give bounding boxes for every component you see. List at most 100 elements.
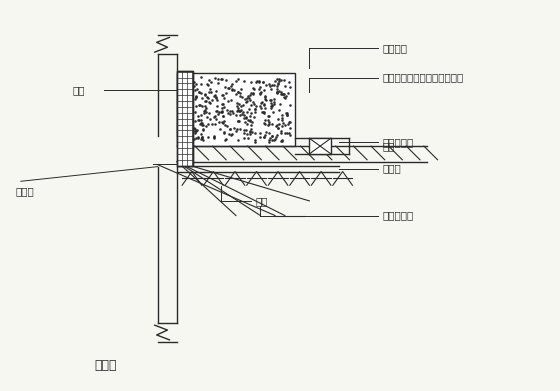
Point xyxy=(275,75,284,82)
Point xyxy=(237,111,246,117)
Point xyxy=(256,91,265,97)
Point xyxy=(232,100,241,106)
Bar xyxy=(177,73,295,146)
Point xyxy=(269,101,278,107)
Point xyxy=(260,117,269,124)
Point xyxy=(273,89,282,95)
Point xyxy=(237,103,246,109)
Point xyxy=(273,125,282,131)
Point xyxy=(228,110,237,117)
Point xyxy=(187,135,196,141)
Point xyxy=(236,93,245,99)
Point xyxy=(273,131,282,138)
Point xyxy=(195,102,204,108)
Point xyxy=(264,130,273,136)
Point xyxy=(246,117,255,124)
Point xyxy=(177,98,186,104)
Point xyxy=(256,100,265,106)
Point xyxy=(178,85,186,91)
Point xyxy=(246,90,255,96)
Point xyxy=(202,109,211,115)
Point xyxy=(286,118,295,125)
Point xyxy=(227,83,236,89)
Point xyxy=(193,117,202,123)
Point xyxy=(194,134,203,140)
Point xyxy=(241,114,250,120)
Point xyxy=(211,116,220,122)
Point xyxy=(258,79,267,85)
Point xyxy=(198,122,207,128)
Point xyxy=(276,101,284,107)
Point xyxy=(236,86,245,92)
Point xyxy=(273,80,282,86)
Point xyxy=(198,122,207,128)
Point xyxy=(192,94,200,100)
Point xyxy=(265,137,274,143)
Point xyxy=(222,136,231,142)
Point xyxy=(259,110,268,116)
Point xyxy=(247,126,256,132)
Point xyxy=(284,130,293,136)
Point xyxy=(279,93,288,100)
Point xyxy=(259,79,268,85)
Point xyxy=(245,95,254,101)
Point xyxy=(212,97,221,103)
Point xyxy=(268,103,277,109)
Point xyxy=(277,77,286,83)
Point xyxy=(180,79,189,85)
Point xyxy=(255,90,264,96)
Point xyxy=(206,86,215,92)
Point xyxy=(249,90,258,97)
Point xyxy=(271,136,280,142)
Point xyxy=(284,119,293,125)
Point xyxy=(273,122,282,128)
Point xyxy=(258,109,267,115)
Point xyxy=(179,82,188,88)
Point xyxy=(277,138,286,144)
Point xyxy=(232,128,241,135)
Point xyxy=(273,83,282,89)
Point xyxy=(277,115,286,121)
Point xyxy=(283,110,292,116)
Point xyxy=(283,130,292,136)
Point xyxy=(248,118,257,125)
Point xyxy=(264,122,273,128)
Bar xyxy=(177,71,193,166)
Point xyxy=(200,103,209,109)
Point xyxy=(182,121,191,127)
Point xyxy=(276,88,285,95)
Point xyxy=(267,82,276,88)
Point xyxy=(220,118,229,124)
Point xyxy=(204,110,213,117)
Point xyxy=(216,108,225,115)
Point xyxy=(210,93,219,99)
Point xyxy=(278,117,287,123)
Point xyxy=(217,109,226,116)
Point xyxy=(204,95,213,102)
Point xyxy=(264,120,273,127)
Point xyxy=(268,133,277,139)
Point xyxy=(282,112,291,118)
Point xyxy=(219,130,228,136)
Text: 袋装水泥: 袋装水泥 xyxy=(383,43,408,53)
Point xyxy=(235,108,244,115)
Point xyxy=(264,117,273,123)
Point xyxy=(250,137,259,143)
Point xyxy=(178,114,187,120)
Point xyxy=(190,130,199,136)
Point xyxy=(264,81,273,87)
Point xyxy=(221,84,230,90)
Point xyxy=(260,93,269,99)
Point xyxy=(190,126,199,132)
Point xyxy=(271,123,280,129)
Point xyxy=(187,131,196,137)
Text: 第一道围堰: 第一道围堰 xyxy=(383,211,414,221)
Point xyxy=(249,86,258,92)
Point xyxy=(189,125,198,131)
Point xyxy=(225,131,234,137)
Point xyxy=(285,79,294,86)
Point xyxy=(197,81,206,87)
Point xyxy=(217,92,226,99)
Point xyxy=(180,128,189,135)
Point xyxy=(249,90,258,96)
